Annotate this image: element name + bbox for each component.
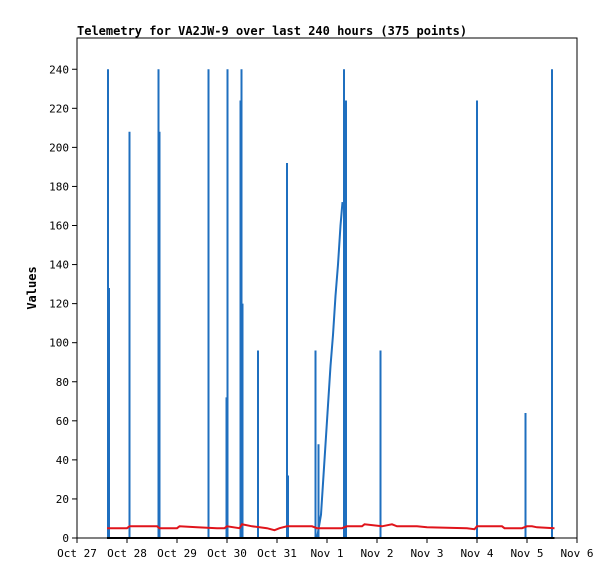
x-tick-label: Nov 4 <box>460 547 493 560</box>
x-tick-label: Oct 30 <box>207 547 247 560</box>
y-tick-label: 180 <box>49 180 69 193</box>
y-axis-label: Values <box>25 266 39 309</box>
x-tick-label: Nov 2 <box>360 547 393 560</box>
y-tick-label: 60 <box>56 415 69 428</box>
y-tick-label: 140 <box>49 259 69 272</box>
series-layer <box>107 69 555 539</box>
ramp-line-0 <box>316 202 344 539</box>
y-tick-label: 0 <box>62 532 69 545</box>
y-tick-label: 220 <box>49 102 69 115</box>
x-axis: Oct 27 Oct 28 Oct 29 Oct 30 Oct 31 Nov 1 Nov 2… <box>57 538 594 560</box>
y-axis: 0 20 40 60 80 100 120 140 160 180 200 220 240 <box>49 63 77 545</box>
x-tick-label: Nov 6 <box>560 547 593 560</box>
y-tick-label: 20 <box>56 493 69 506</box>
x-tick-label: Nov 3 <box>410 547 443 560</box>
y-tick-label: 200 <box>49 141 69 154</box>
series-line-1 <box>107 523 555 532</box>
x-tick-label: Oct 29 <box>157 547 197 560</box>
x-tick-label: Nov 5 <box>510 547 543 560</box>
x-tick-label: Oct 27 <box>57 547 97 560</box>
plot-frame <box>76 37 578 539</box>
y-tick-label: 240 <box>49 63 69 76</box>
x-tick-label: Oct 28 <box>107 547 147 560</box>
x-tick-label: Nov 1 <box>310 547 343 560</box>
chart-title: Telemetry for VA2JW-9 over last 240 hour… <box>77 24 467 38</box>
y-tick-label: 120 <box>49 298 69 311</box>
y-tick-label: 160 <box>49 220 69 233</box>
x-tick-label: Oct 31 <box>257 547 297 560</box>
y-tick-label: 80 <box>56 376 69 389</box>
y-tick-label: 40 <box>56 454 69 467</box>
y-tick-label: 100 <box>49 337 69 350</box>
